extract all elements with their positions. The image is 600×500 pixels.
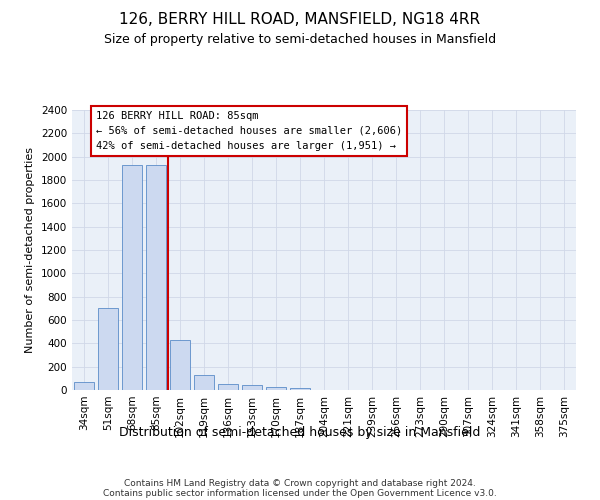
- Bar: [194, 375, 214, 390]
- Bar: [170, 340, 190, 390]
- Text: Distribution of semi-detached houses by size in Mansfield: Distribution of semi-detached houses by …: [119, 426, 481, 439]
- Bar: [98, 308, 118, 390]
- Bar: [74, 382, 94, 390]
- Bar: [242, 386, 262, 390]
- Bar: [218, 384, 238, 390]
- Text: Contains public sector information licensed under the Open Government Licence v3: Contains public sector information licen…: [103, 488, 497, 498]
- Text: 126 BERRY HILL ROAD: 85sqm
← 56% of semi-detached houses are smaller (2,606)
42%: 126 BERRY HILL ROAD: 85sqm ← 56% of semi…: [96, 111, 402, 151]
- Bar: [146, 165, 166, 390]
- Text: 126, BERRY HILL ROAD, MANSFIELD, NG18 4RR: 126, BERRY HILL ROAD, MANSFIELD, NG18 4R…: [119, 12, 481, 28]
- Bar: [266, 387, 286, 390]
- Bar: [290, 388, 310, 390]
- Text: Size of property relative to semi-detached houses in Mansfield: Size of property relative to semi-detach…: [104, 32, 496, 46]
- Text: Contains HM Land Registry data © Crown copyright and database right 2024.: Contains HM Land Registry data © Crown c…: [124, 478, 476, 488]
- Y-axis label: Number of semi-detached properties: Number of semi-detached properties: [25, 147, 35, 353]
- Bar: [122, 165, 142, 390]
